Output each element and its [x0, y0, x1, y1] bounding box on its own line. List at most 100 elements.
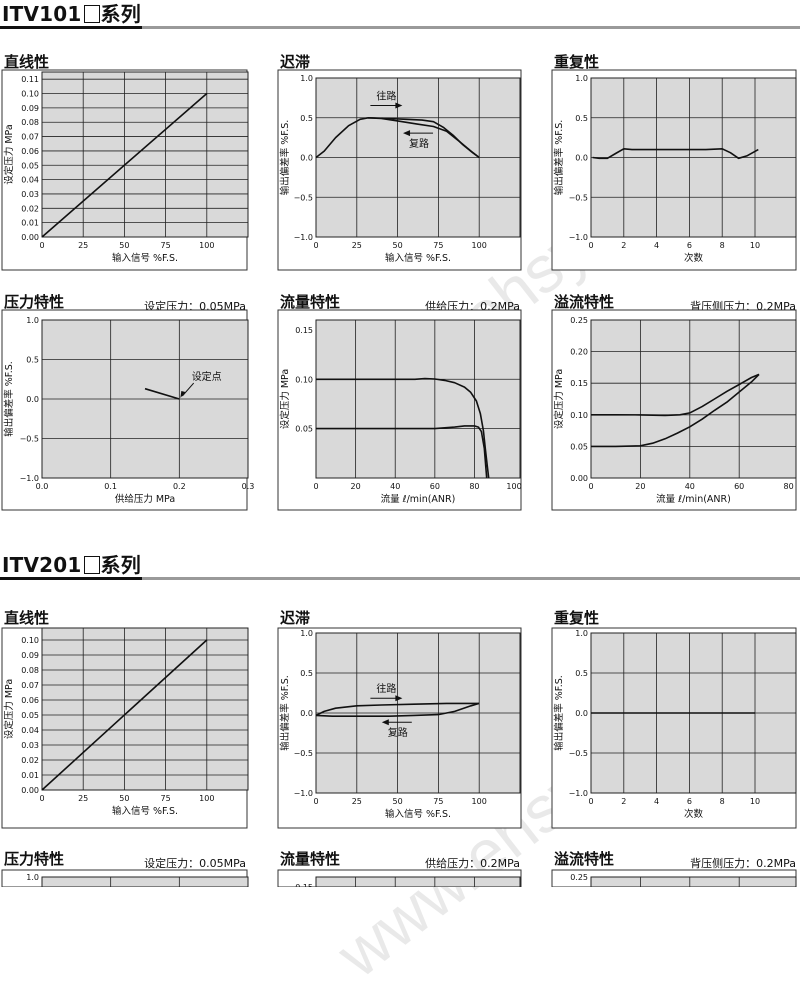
series-line: [315, 702, 480, 718]
x-axis-label: 输入信号 %F.S.: [112, 805, 178, 817]
x-tick-label: 100: [506, 482, 521, 491]
series-line: [41, 92, 208, 238]
y-tick-label: 1.0: [575, 629, 588, 638]
chart-title: 压力特性: [4, 293, 64, 311]
y-tick-label: 0.25: [570, 316, 588, 325]
y-tick-label: 0.15: [570, 379, 588, 388]
section-rule-dark: [0, 577, 142, 580]
x-tick-label: 4: [654, 797, 659, 806]
y-tick-label: 0.05: [570, 442, 588, 451]
series-line: [41, 639, 208, 791]
y-tick-label: 0.00: [21, 233, 39, 242]
x-tick-label: 8: [720, 797, 725, 806]
y-tick-label: −0.5: [569, 193, 588, 202]
x-tick-label: 0.3: [242, 482, 255, 491]
x-tick-label: 50: [119, 241, 129, 250]
chart-title: 直线性: [4, 53, 49, 71]
x-tick-label: 0: [39, 794, 44, 803]
series-line: [144, 387, 180, 400]
y-tick-label: 0.04: [21, 176, 39, 185]
x-tick-label: 8: [720, 241, 725, 250]
chart-note: 供给压力：0.2MPa: [425, 856, 520, 870]
y-axis-label: 设定压力 MPa: [553, 369, 565, 429]
series-line: [591, 373, 760, 417]
chart-s1-pressure: 压力特性 设定压力：0.05MPa−1.0−0.50.00.51.00.0 0.1 0…: [1, 293, 255, 511]
annotation-label: 往路: [376, 682, 396, 695]
y-tick-label: 0.5: [300, 669, 313, 678]
plot-area: [41, 876, 249, 887]
chart-s2-linearity: 直线性 0.00 0.01 0.02 0.03 0.04 0.05 0.06 0.07 0.08 0…: [1, 609, 249, 829]
y-tick-label: 0.15: [295, 326, 313, 335]
y-tick-label: 0.05: [295, 425, 313, 434]
arrowhead: [403, 130, 411, 137]
annotation-label: 复路: [388, 726, 408, 739]
y-axis-label: 输出偏差率 %F.S.: [279, 120, 291, 196]
y-tick-label: −0.5: [294, 749, 313, 758]
arrowhead: [381, 719, 389, 726]
x-tick-label: 0.2: [173, 482, 186, 491]
y-tick-label: −1.0: [569, 233, 588, 242]
x-tick-label: 50: [393, 241, 403, 250]
y-tick-label: 0.5: [575, 669, 588, 678]
y-tick-label: 0.20: [570, 348, 588, 357]
placeholder-box-icon: [83, 556, 100, 574]
series-line: [591, 373, 760, 448]
x-tick-label: 0: [588, 241, 593, 250]
x-tick-label: 10: [750, 241, 760, 250]
x-tick-label: 20: [635, 482, 645, 491]
chart-s2-hysteresis: 迟滞 −1.0 −0.5 0.0 0.5 1.0 0 25 50 75 100 输入信号 %F.S. 输…: [277, 609, 522, 829]
x-tick-label: 20: [351, 482, 361, 491]
annotation-label: 往路: [376, 89, 396, 102]
placeholder-box-icon: [83, 5, 100, 23]
y-tick-label: 0.5: [300, 114, 313, 123]
chart-s2-relief: 溢流特性 背压侧压力：0.2MPa 0.25: [551, 850, 797, 887]
y-tick-label: 0.01: [21, 771, 39, 780]
x-tick-label: 60: [734, 482, 744, 491]
chart-title: 溢流特性: [554, 850, 614, 868]
y-tick-label: 0.02: [21, 756, 39, 765]
plot-area: [315, 319, 521, 479]
y-tick-label: 0.5: [26, 356, 39, 365]
y-tick-label: 0.04: [21, 726, 39, 735]
x-axis-label: 流量 ℓ/min(ANR): [381, 493, 456, 505]
plot-area: [590, 319, 797, 479]
y-tick-label: 0.0: [300, 154, 313, 163]
arrowhead: [180, 391, 186, 398]
series-line: [368, 117, 480, 159]
y-tick-label: 0.03: [21, 190, 39, 199]
x-tick-label: 75: [161, 794, 171, 803]
y-tick-label: 0.06: [21, 147, 39, 156]
chart-s1-relief: 溢流特性 背压侧压力：0.2MPa0.000.050.100.150.200.25…: [551, 293, 797, 511]
x-tick-label: 25: [352, 797, 362, 806]
y-tick-label: 0.0: [26, 395, 39, 404]
series-line: [316, 425, 488, 479]
series-line: [592, 148, 759, 160]
chart-s1-linearity: 直线性 0.00 0.01 0.02 0.03 0.04 0.05 0.06 0.07 0.08 0…: [1, 53, 249, 271]
section-rule-light: [142, 577, 800, 580]
y-axis-label: 设定压力 MPa: [3, 679, 15, 739]
x-axis-label: 次数: [684, 808, 704, 820]
y-tick-label: 0.15: [295, 883, 313, 887]
chart-title: 压力特性: [4, 850, 64, 868]
plot-area: [315, 876, 521, 887]
y-tick-label: 0.10: [570, 411, 588, 420]
y-tick-label: 0.01: [21, 219, 39, 228]
y-tick-label: −1.0: [20, 474, 39, 483]
x-tick-label: 0: [588, 797, 593, 806]
x-tick-label: 100: [199, 241, 214, 250]
x-tick-label: 2: [621, 241, 626, 250]
x-tick-label: 40: [685, 482, 695, 491]
y-tick-label: −0.5: [20, 435, 39, 444]
x-tick-label: 80: [783, 482, 793, 491]
arrowhead: [395, 695, 403, 702]
x-tick-label: 0: [588, 482, 593, 491]
y-tick-label: 1.0: [575, 74, 588, 83]
series-line: [316, 377, 490, 479]
x-axis-label: 次数: [684, 252, 704, 264]
x-tick-label: 0.0: [36, 482, 49, 491]
y-tick-label: 0.08: [21, 666, 39, 675]
y-tick-label: 0.06: [21, 696, 39, 705]
y-axis-label: 设定压力 MPa: [3, 124, 15, 184]
x-tick-label: 75: [433, 241, 443, 250]
y-axis-label: 输出偏差率 %F.S.: [553, 675, 565, 751]
